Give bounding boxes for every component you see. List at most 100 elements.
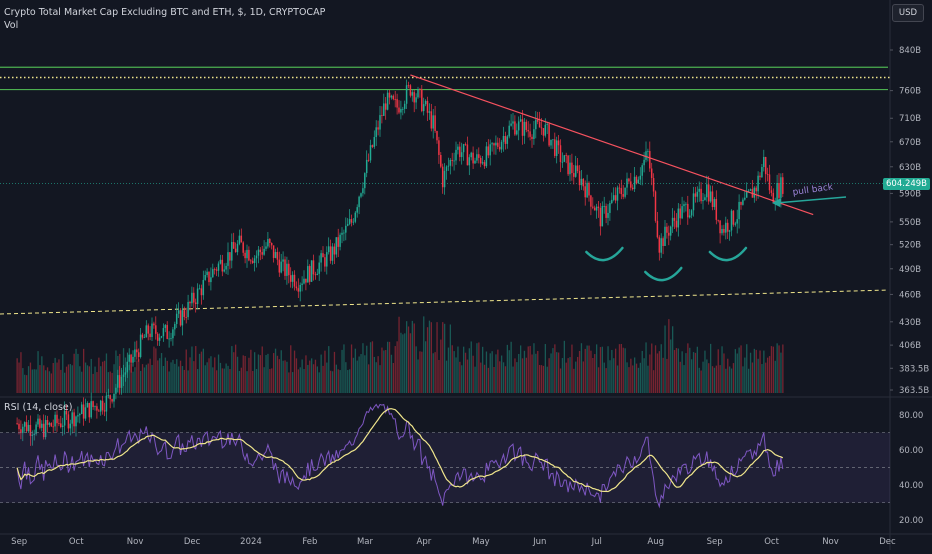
volume-bar-118 bbox=[240, 367, 242, 393]
candle-body-136 bbox=[274, 252, 277, 258]
volume-bar-9 bbox=[33, 369, 35, 393]
candle-body-70 bbox=[149, 333, 151, 338]
volume-bar-264 bbox=[518, 353, 520, 393]
price-tick-11: 406B bbox=[899, 341, 921, 351]
candle-body-120 bbox=[244, 252, 246, 259]
volume-bar-144 bbox=[290, 345, 292, 393]
currency-button[interactable]: USD bbox=[892, 4, 924, 22]
volume-bar-259 bbox=[508, 350, 510, 393]
candle-body-316 bbox=[616, 187, 619, 201]
volume-bar-234 bbox=[461, 365, 463, 393]
volume-bar-396 bbox=[768, 356, 771, 393]
volume-bar-275 bbox=[539, 365, 541, 393]
volume-bar-43 bbox=[98, 357, 100, 393]
candle-body-240 bbox=[472, 152, 474, 164]
volume-bar-362 bbox=[704, 350, 706, 393]
volume-bar-12 bbox=[39, 365, 41, 393]
candle-body-252 bbox=[495, 142, 497, 146]
volume-bar-28 bbox=[69, 364, 71, 393]
candle-body-31 bbox=[75, 416, 77, 427]
volume-bar-385 bbox=[748, 368, 750, 393]
volume-bar-185 bbox=[368, 364, 370, 393]
volume-bar-37 bbox=[86, 365, 89, 393]
candle-body-167 bbox=[333, 246, 336, 255]
candle-body-123 bbox=[250, 260, 252, 262]
candle-body-125 bbox=[253, 258, 256, 263]
volume-bar-281 bbox=[550, 353, 552, 393]
candle-body-228 bbox=[449, 159, 452, 166]
candle-body-256 bbox=[502, 135, 505, 142]
volume-bar-222 bbox=[438, 359, 440, 393]
volume-bar-372 bbox=[723, 353, 725, 393]
candle-body-239 bbox=[470, 152, 472, 158]
volume-bar-100 bbox=[206, 362, 208, 393]
volume-bar-344 bbox=[670, 339, 672, 393]
candle-body-331 bbox=[645, 151, 647, 160]
candle-body-291 bbox=[569, 162, 571, 175]
volume-bar-402 bbox=[780, 352, 782, 393]
volume-bar-87 bbox=[181, 366, 184, 393]
candle-body-395 bbox=[766, 174, 769, 175]
volume-bar-159 bbox=[318, 372, 320, 393]
volume-bar-247 bbox=[485, 351, 488, 393]
volume-bar-246 bbox=[483, 364, 486, 393]
volume-bar-131 bbox=[265, 355, 267, 393]
candle-body-373 bbox=[725, 222, 727, 233]
volume-bar-355 bbox=[691, 359, 693, 393]
candle-body-4 bbox=[23, 422, 26, 427]
candle-body-186 bbox=[369, 145, 372, 161]
candle-body-2 bbox=[20, 429, 22, 434]
candle-body-55 bbox=[120, 376, 123, 388]
volume-bar-370 bbox=[719, 365, 721, 393]
candle-body-129 bbox=[261, 252, 263, 255]
volume-bar-301 bbox=[588, 345, 590, 393]
candle-body-160 bbox=[320, 253, 322, 263]
candle-body-207 bbox=[409, 85, 412, 96]
candle-body-138 bbox=[278, 259, 281, 273]
candle-body-82 bbox=[172, 329, 174, 339]
candle-body-350 bbox=[681, 206, 683, 219]
volume-bar-389 bbox=[755, 349, 757, 393]
smile-mark-2 bbox=[708, 246, 748, 262]
candle-body-230 bbox=[453, 160, 455, 162]
price-tick-13: 363.5B bbox=[899, 386, 929, 396]
volume-bar-248 bbox=[487, 367, 489, 393]
candle-body-143 bbox=[288, 263, 290, 276]
candle-body-214 bbox=[422, 104, 425, 112]
volume-bar-119 bbox=[242, 355, 244, 393]
volume-bar-240 bbox=[472, 355, 474, 393]
volume-bar-192 bbox=[381, 347, 383, 393]
volume-bar-114 bbox=[233, 352, 235, 393]
candle-body-367 bbox=[713, 199, 716, 208]
candle-body-354 bbox=[688, 215, 691, 218]
volume-bar-284 bbox=[556, 352, 558, 393]
candle-body-74 bbox=[156, 333, 159, 341]
volume-bar-208 bbox=[411, 320, 413, 393]
candle-body-1 bbox=[18, 423, 20, 430]
volume-bar-186 bbox=[369, 342, 372, 393]
volume-bar-63 bbox=[136, 360, 138, 393]
volume-bar-300 bbox=[586, 345, 588, 393]
volume-bar-231 bbox=[455, 357, 457, 393]
candle-body-178 bbox=[354, 212, 357, 222]
volume-bar-202 bbox=[400, 332, 402, 393]
candle-body-166 bbox=[331, 246, 334, 261]
volume-bar-96 bbox=[198, 353, 201, 393]
candle-body-351 bbox=[683, 204, 685, 207]
pullback-arrow-head bbox=[772, 198, 781, 207]
time-tick-3: Dec bbox=[184, 537, 201, 547]
candle-body-117 bbox=[238, 235, 241, 244]
volume-bar-24 bbox=[62, 354, 64, 393]
volume-bar-342 bbox=[666, 358, 668, 393]
candle-body-313 bbox=[611, 199, 613, 203]
candle-body-165 bbox=[329, 246, 332, 261]
volume-bar-122 bbox=[248, 357, 250, 393]
candle-body-189 bbox=[375, 127, 377, 138]
volume-bar-32 bbox=[77, 353, 79, 393]
volume-bar-120 bbox=[244, 356, 246, 393]
volume-bar-377 bbox=[732, 363, 735, 393]
candle-body-222 bbox=[438, 140, 440, 155]
volume-bar-129 bbox=[261, 346, 263, 393]
volume-bar-252 bbox=[495, 354, 497, 393]
